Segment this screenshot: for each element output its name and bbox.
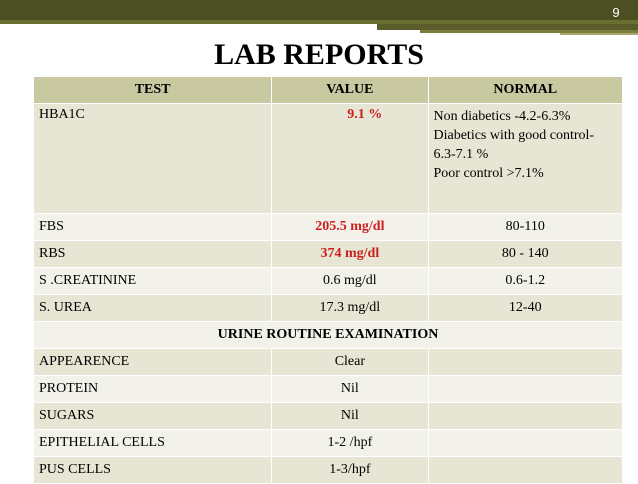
normal-range-cell: 80 - 140 xyxy=(427,240,623,268)
test-name-cell: FBS xyxy=(32,213,273,241)
table-row: S. UREA 17.3 mg/dl 12-40 xyxy=(32,294,623,322)
test-name-cell: PUS CELLS xyxy=(32,456,273,484)
section-title: URINE ROUTINE EXAMINATION xyxy=(33,321,623,349)
test-name-cell: RBS xyxy=(32,240,273,268)
test-name-cell: S. UREA xyxy=(32,294,273,322)
table-header-row: TEST VALUE NORMAL xyxy=(32,76,623,104)
normal-range-cell xyxy=(427,375,623,403)
normal-range-cell xyxy=(427,402,623,430)
value-cell: 1-2 /hpf xyxy=(271,429,429,457)
test-name-cell: EPITHELIAL CELLS xyxy=(32,429,273,457)
normal-range-line: 6.3-7.1 % xyxy=(433,147,489,162)
normal-range-cell xyxy=(427,456,623,484)
normal-range-cell: 0.6-1.2 xyxy=(427,267,623,295)
normal-range-line: Non diabetics -4.2-6.3% xyxy=(433,109,571,124)
table-row: APPEARENCE Clear xyxy=(32,348,623,376)
lab-report-table: TEST VALUE NORMAL HBA1C 9.1 % Non diabet… xyxy=(32,76,623,484)
banner-stripe xyxy=(420,30,638,33)
value-cell: Nil xyxy=(271,402,429,430)
table-row: FBS 205.5 mg/dl 80-110 xyxy=(32,213,623,241)
table-row: SUGARS Nil xyxy=(32,402,623,430)
normal-range-line: Diabetics with good control- xyxy=(433,128,595,143)
banner-stripe xyxy=(377,24,638,30)
value-cell: 1-3/hpf xyxy=(271,456,429,484)
value-cell: 205.5 mg/dl xyxy=(271,213,429,241)
table-row: PROTEIN Nil xyxy=(32,375,623,403)
value-cell: 374 mg/dl xyxy=(271,240,429,268)
table-row: EPITHELIAL CELLS 1-2 /hpf xyxy=(32,429,623,457)
banner-stripe xyxy=(560,33,638,35)
column-header-normal: NORMAL xyxy=(427,76,623,104)
test-name-cell: SUGARS xyxy=(32,402,273,430)
normal-range-cell xyxy=(427,429,623,457)
column-header-test: TEST xyxy=(32,76,273,104)
value-cell: Clear xyxy=(271,348,429,376)
normal-range-cell: Non diabetics -4.2-6.3% Diabetics with g… xyxy=(427,103,623,214)
table-row: PUS CELLS 1-3/hpf xyxy=(32,456,623,484)
slide-number: 9 xyxy=(612,5,620,20)
normal-range-cell: 80-110 xyxy=(427,213,623,241)
value-cell: Nil xyxy=(271,375,429,403)
column-header-value: VALUE xyxy=(271,76,429,104)
test-name-cell: HBA1C xyxy=(32,103,273,214)
test-name-cell: APPEARENCE xyxy=(32,348,273,376)
top-banner xyxy=(0,0,638,24)
normal-range-cell: 12-40 xyxy=(427,294,623,322)
value-cell: 0.6 mg/dl xyxy=(271,267,429,295)
test-name-cell: PROTEIN xyxy=(32,375,273,403)
table-row: HBA1C 9.1 % Non diabetics -4.2-6.3% Diab… xyxy=(32,103,623,214)
test-name-cell: S .CREATININE xyxy=(32,267,273,295)
table-row: S .CREATININE 0.6 mg/dl 0.6-1.2 xyxy=(32,267,623,295)
section-header-row: URINE ROUTINE EXAMINATION xyxy=(33,321,623,349)
normal-range-cell xyxy=(427,348,623,376)
value-cell: 17.3 mg/dl xyxy=(271,294,429,322)
normal-range-line: Poor control >7.1% xyxy=(433,166,544,181)
slide-title: LAB REPORTS xyxy=(214,38,424,71)
table-row: RBS 374 mg/dl 80 - 140 xyxy=(32,240,623,268)
value-cell: 9.1 % xyxy=(271,103,429,214)
banner-accent xyxy=(0,20,638,24)
